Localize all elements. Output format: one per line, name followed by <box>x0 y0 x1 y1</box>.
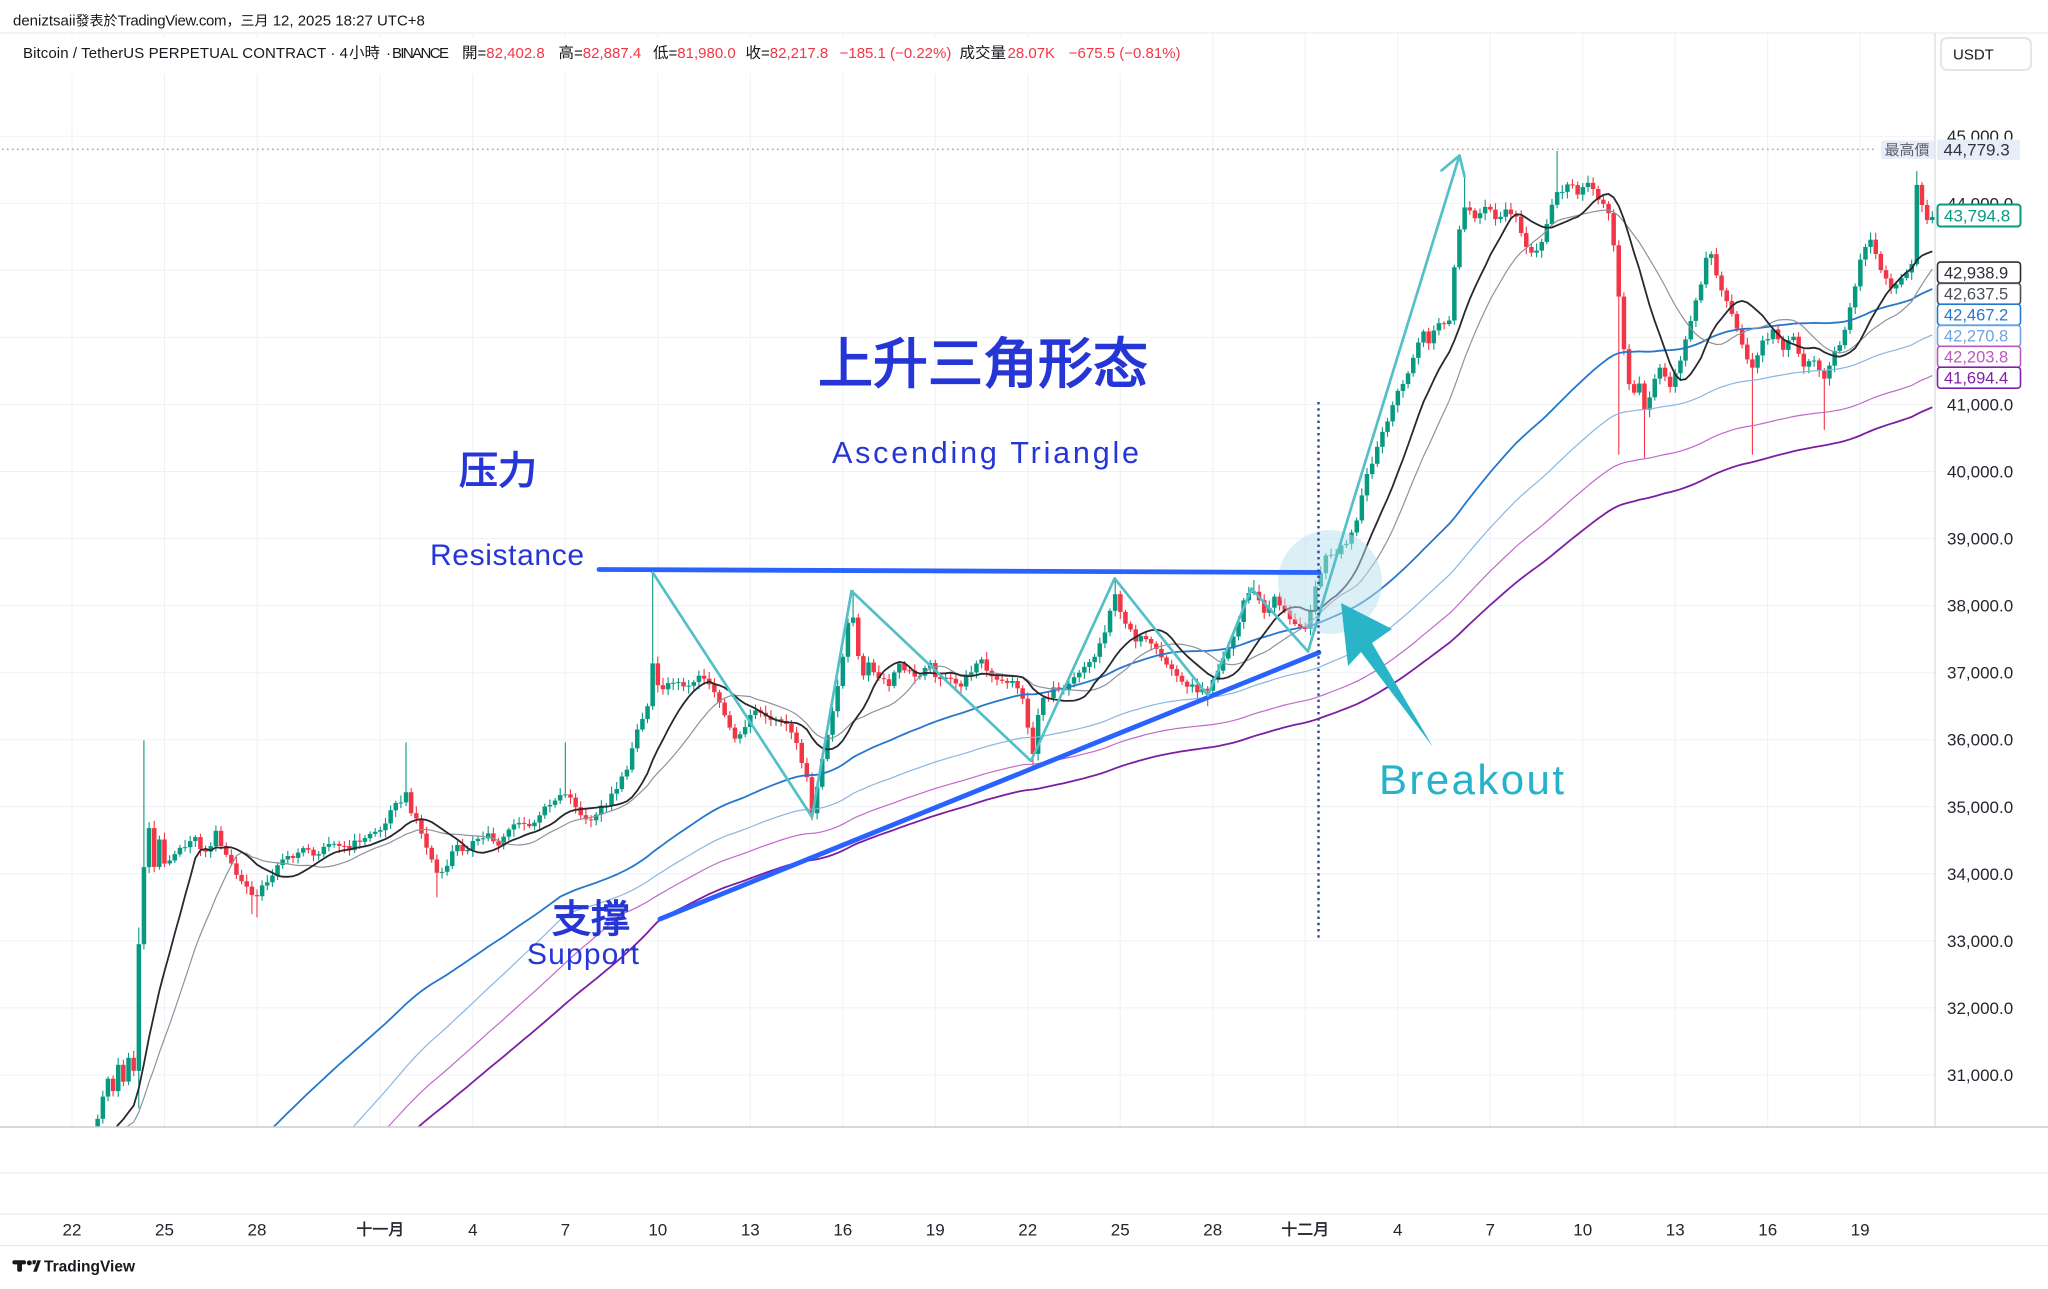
svg-text:42,637.5: 42,637.5 <box>1944 286 2008 304</box>
svg-text:44,779.3: 44,779.3 <box>1944 141 2010 160</box>
svg-text:42,270.8: 42,270.8 <box>1944 328 2008 346</box>
svg-text:· BINANCE: · BINANCE <box>386 45 449 62</box>
svg-text:22: 22 <box>1018 1221 1037 1240</box>
svg-text:39,000.0: 39,000.0 <box>1947 530 2013 549</box>
svg-text:82,402.8: 82,402.8 <box>486 45 544 62</box>
svg-text:28: 28 <box>1203 1221 1222 1240</box>
svg-text:13: 13 <box>1666 1221 1685 1240</box>
svg-text:19: 19 <box>1851 1221 1870 1240</box>
svg-text:10: 10 <box>648 1221 667 1240</box>
svg-text:=: = <box>574 45 583 62</box>
svg-text:16: 16 <box>833 1221 852 1240</box>
svg-text:22: 22 <box>63 1221 82 1240</box>
svg-text:−185.1 (−0.22%): −185.1 (−0.22%) <box>840 45 952 62</box>
svg-text:42,467.2: 42,467.2 <box>1944 307 2008 325</box>
svg-text:TradingView.com: TradingView.com <box>118 13 227 30</box>
svg-text:16: 16 <box>1758 1221 1777 1240</box>
svg-text:=: = <box>761 45 770 62</box>
svg-text:Bitcoin / TetherUS PERPETUAL C: Bitcoin / TetherUS PERPETUAL CONTRACT · … <box>23 45 348 62</box>
svg-text:=: = <box>669 45 678 62</box>
svg-text:25: 25 <box>155 1221 174 1240</box>
svg-text:28: 28 <box>248 1221 267 1240</box>
svg-text:31,000.0: 31,000.0 <box>1947 1066 2013 1085</box>
svg-text:38,000.0: 38,000.0 <box>1947 597 2013 616</box>
svg-text:42,938.9: 42,938.9 <box>1944 264 2008 282</box>
svg-text:Breakout: Breakout <box>1379 756 1564 803</box>
svg-text:37,000.0: 37,000.0 <box>1947 664 2013 683</box>
svg-text:USDT: USDT <box>1953 47 1994 64</box>
svg-text:10: 10 <box>1573 1221 1592 1240</box>
svg-text:4: 4 <box>468 1221 477 1240</box>
svg-text:25: 25 <box>1111 1221 1130 1240</box>
svg-text:=: = <box>478 45 487 62</box>
svg-text:81,980.0: 81,980.0 <box>677 45 735 62</box>
svg-text:7: 7 <box>561 1221 570 1240</box>
svg-text:82,887.4: 82,887.4 <box>583 45 641 62</box>
svg-text:41,000.0: 41,000.0 <box>1947 395 2013 414</box>
svg-text:Ascending Triangle: Ascending Triangle <box>832 436 1139 470</box>
svg-text:Support: Support <box>527 938 640 971</box>
svg-text:Resistance: Resistance <box>430 539 584 572</box>
svg-text:36,000.0: 36,000.0 <box>1947 731 2013 750</box>
svg-text:33,000.0: 33,000.0 <box>1947 932 2013 951</box>
svg-text:35,000.0: 35,000.0 <box>1947 798 2013 817</box>
svg-text:19: 19 <box>926 1221 945 1240</box>
svg-text:13: 13 <box>741 1221 760 1240</box>
svg-text:82,217.8: 82,217.8 <box>770 45 828 62</box>
svg-text:43,794.8: 43,794.8 <box>1944 207 2010 226</box>
svg-text:32,000.0: 32,000.0 <box>1947 999 2013 1018</box>
svg-text:40,000.0: 40,000.0 <box>1947 463 2013 482</box>
svg-text:7: 7 <box>1485 1221 1494 1240</box>
svg-text:28.07K: 28.07K <box>1008 45 1056 62</box>
svg-text:−675.5 (−0.81%): −675.5 (−0.81%) <box>1069 45 1181 62</box>
svg-text:34,000.0: 34,000.0 <box>1947 865 2013 884</box>
svg-text:41,694.4: 41,694.4 <box>1944 370 2008 388</box>
svg-text:12, 2025 18:27 UTC+8: 12, 2025 18:27 UTC+8 <box>273 13 425 30</box>
svg-text:42,203.8: 42,203.8 <box>1944 349 2008 367</box>
svg-text:deniztsaii: deniztsaii <box>13 13 76 30</box>
svg-text:TradingView: TradingView <box>44 1259 136 1276</box>
svg-text:4: 4 <box>1393 1221 1402 1240</box>
